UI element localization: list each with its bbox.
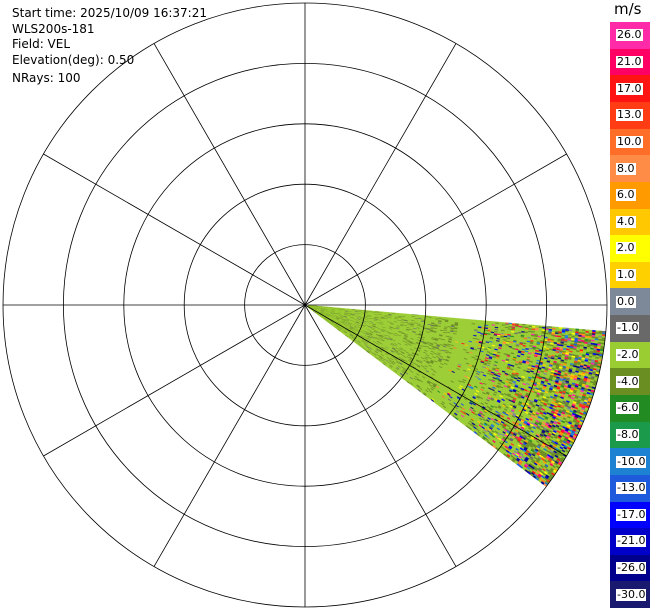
velocity-sector — [307, 305, 607, 487]
ppi-plot — [2, 2, 608, 608]
